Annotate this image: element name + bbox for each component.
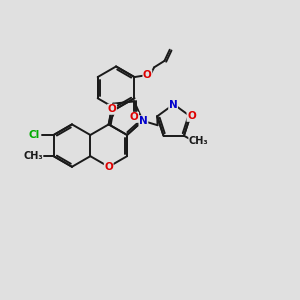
Text: N: N (169, 100, 178, 110)
Text: O: O (187, 111, 196, 121)
Text: CH₃: CH₃ (189, 136, 208, 146)
Text: Cl: Cl (28, 130, 40, 140)
Text: O: O (108, 104, 116, 114)
Text: O: O (143, 70, 152, 80)
Text: CH₃: CH₃ (23, 151, 43, 161)
Text: O: O (104, 162, 113, 172)
Text: N: N (139, 116, 148, 126)
Text: O: O (130, 112, 139, 122)
